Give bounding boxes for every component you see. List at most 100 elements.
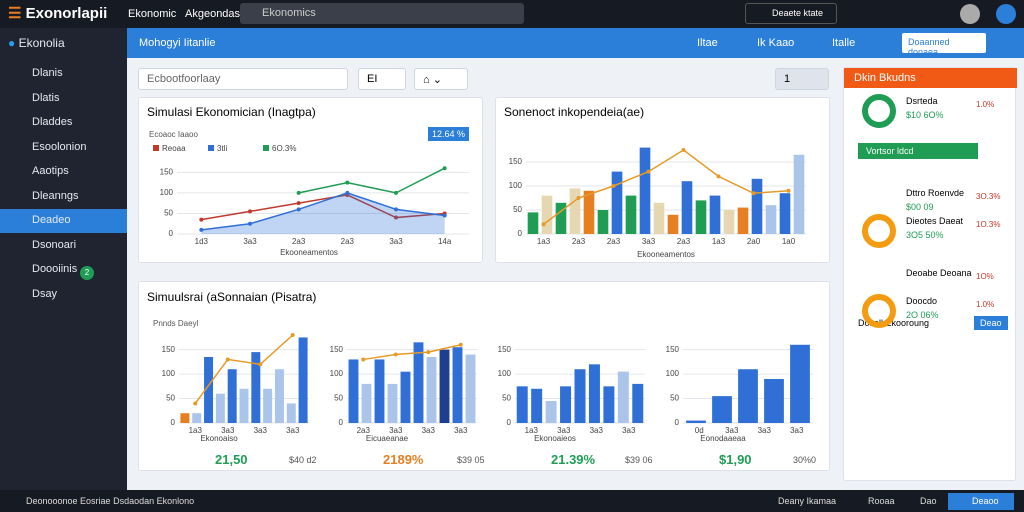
bar [764, 379, 784, 423]
series-line-point [442, 213, 447, 218]
x-tick-label: 1d3 [195, 237, 209, 246]
bar [348, 359, 359, 423]
bar [611, 171, 623, 234]
trend-line-point [716, 174, 721, 179]
x-tick-label: 2a3 [572, 237, 586, 246]
sidebar-title-text: Ekonolia [18, 36, 65, 50]
account[interactable]: Deaete ktate [745, 3, 837, 24]
header-button[interactable]: Doaanned donaea [902, 33, 986, 57]
nav[interactable]: Akgeondas [185, 8, 241, 20]
trend-line-point [290, 333, 295, 337]
panel-c: Simuulsrai (aSonnaian (Pisatra) Pnnds Da… [138, 281, 830, 471]
sidebar-item[interactable]: Esoolonion [32, 140, 87, 153]
pager[interactable]: 1 [775, 68, 829, 90]
badge: 12.64 % [428, 127, 470, 141]
x-tick-label: 14a [438, 237, 452, 246]
y-tick-label: 0 [171, 418, 176, 427]
series-line-point [296, 190, 301, 195]
sidebar-badge: 2 [80, 266, 94, 280]
legend-swatch [153, 145, 159, 151]
card-icon [862, 94, 896, 128]
mini-note: $39 06 [625, 455, 653, 465]
x-tick-label: 2a0 [747, 237, 761, 246]
bar [597, 210, 609, 234]
bar [239, 388, 249, 423]
help[interactable] [996, 4, 1016, 24]
x-tick-label: 3a3 [389, 237, 403, 246]
footer-item[interactable]: Rooaa [868, 496, 895, 506]
avatar[interactable] [960, 4, 980, 24]
bar [555, 202, 567, 234]
x-tick-label: 3a3 [725, 426, 739, 435]
sidebar-item[interactable]: Dladdes [32, 116, 73, 128]
panel-subtitle: Pnnds Daeyl [153, 319, 199, 328]
bar [765, 205, 777, 234]
bar [452, 347, 463, 423]
bar [545, 401, 557, 423]
filter-search[interactable]: Ecbootfoorlaay [138, 68, 348, 90]
y-tick-label: 150 [162, 345, 176, 354]
right-footer-button[interactable]: Deao [974, 316, 1008, 330]
y-tick-label: 100 [498, 369, 512, 378]
right-footer: Dosoll Ekooroung [858, 318, 930, 328]
trend-line-point [193, 401, 198, 406]
footer-item[interactable]: Dao [920, 496, 937, 506]
bar [790, 344, 810, 423]
x-tick-label: 3a3 [758, 426, 772, 435]
card-note: 3O.3% [976, 192, 1001, 201]
x-tick-label: 1a3 [712, 237, 726, 246]
x-tick-label: 0d [695, 426, 704, 435]
card-note: 1O% [976, 272, 994, 281]
sidebar-item[interactable]: Deadeo [0, 209, 127, 233]
sidebar-item[interactable]: Dsonoari [32, 238, 77, 251]
y-tick-label: 0 [507, 418, 512, 427]
series-line-point [248, 221, 252, 226]
bar [413, 342, 424, 423]
trend-line-point [786, 188, 791, 193]
bar [361, 383, 372, 423]
footer-button[interactable]: Deaoo [948, 493, 1014, 510]
sidebar-item[interactable]: Dleanngs [32, 189, 79, 202]
trend-line [363, 344, 461, 361]
bar [574, 369, 586, 423]
nav[interactable]: Ekonomic [128, 8, 177, 20]
y-tick-label: 0 [518, 229, 523, 238]
sidebar-item[interactable]: Dsay [32, 287, 58, 300]
brand-text: Exonorlapii [25, 5, 108, 22]
y-tick-label: 50 [166, 394, 175, 403]
series-line-point [345, 190, 350, 195]
x-tick-label: 1a3 [537, 237, 551, 246]
card-value: $00 09 [906, 202, 934, 212]
bar [686, 420, 706, 423]
y-tick-label: 150 [160, 167, 174, 176]
trend-line-point [611, 184, 616, 188]
bar [180, 413, 190, 423]
search[interactable]: Ekonomics [240, 3, 524, 24]
footer: Deonooonoe Eosriae Dsdaodan Ekonlono Dea… [0, 490, 1024, 512]
mini-caption: Ekonoaieos [534, 434, 576, 443]
header-link[interactable]: Ik Kaao [757, 37, 795, 49]
header-link[interactable]: Iltae [697, 37, 718, 49]
footer-item[interactable]: Deany Ikamaa [778, 496, 837, 506]
bar [516, 386, 528, 423]
header-link[interactable]: Italle [832, 37, 856, 49]
filter-view[interactable]: ⌂ ⌄ [414, 68, 468, 90]
x-tick-label: 2a3 [607, 237, 621, 246]
panel-title: Simuulsrai (aSonnaian (Pisatra) [147, 290, 317, 304]
x-tick-label: 3a3 [221, 426, 235, 435]
x-tick-label: 3a3 [389, 426, 403, 435]
trend-line-point [541, 222, 546, 227]
filter-select[interactable]: EI [358, 68, 406, 90]
sidebar-item[interactable]: Aaotips [32, 165, 69, 177]
x-tick-label: 3a3 [243, 237, 257, 246]
sidebar-item[interactable]: Dlatis [32, 91, 60, 104]
sidebar-item[interactable]: Doooiinis [32, 263, 78, 275]
y-tick-label: 50 [670, 394, 679, 403]
bar [465, 354, 476, 423]
sidebar-item[interactable]: Dlanis [32, 67, 63, 79]
bar [603, 386, 615, 423]
bar [298, 337, 308, 423]
y-tick-label: 0 [169, 229, 174, 238]
